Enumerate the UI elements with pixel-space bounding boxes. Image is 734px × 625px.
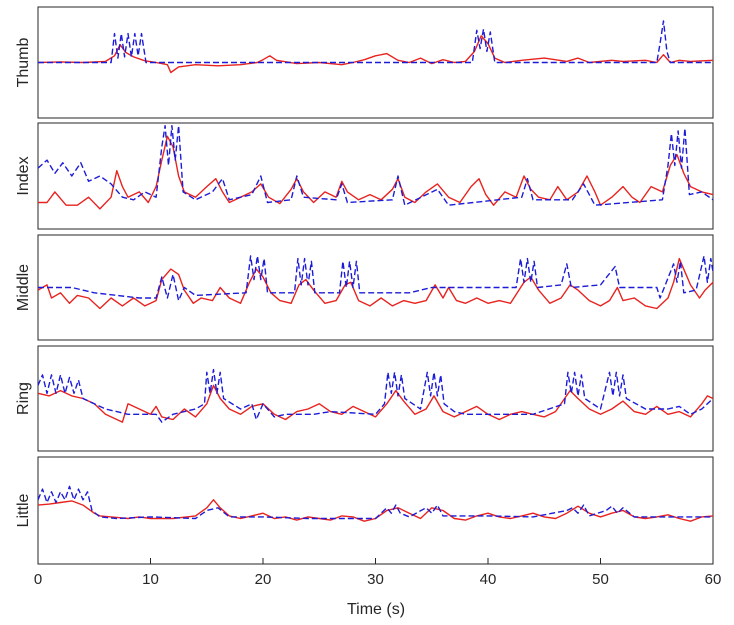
- panel-frame: [37, 456, 714, 565]
- panel-little: Little: [15, 456, 714, 565]
- panel-label-thumb: Thumb: [15, 38, 32, 88]
- x-axis-label: Time (s): [347, 601, 405, 618]
- x-axis: 0 10 20 30 40 50 60: [34, 558, 722, 588]
- dashed-series-index: [37, 125, 714, 206]
- solid-series-index: [38, 135, 714, 210]
- panel-label-little: Little: [15, 494, 32, 528]
- solid-series-little: [37, 499, 714, 522]
- x-tick-label: 20: [255, 571, 272, 588]
- x-tick-label: 50: [592, 571, 609, 588]
- solid-series-middle: [37, 257, 714, 310]
- x-tick-label: 60: [705, 571, 722, 588]
- x-tick-label: 30: [367, 571, 384, 588]
- panel-label-index: Index: [15, 156, 32, 195]
- panel-frame: [37, 122, 714, 230]
- x-tick-label: 40: [480, 571, 497, 588]
- x-tick-label: 0: [34, 571, 42, 588]
- panel-label-middle: Middle: [15, 264, 32, 311]
- panel-index: Index: [15, 122, 714, 230]
- panel-thumb: Thumb: [15, 6, 714, 119]
- panel-middle: Middle: [15, 234, 714, 341]
- dashed-series-ring: [37, 368, 714, 423]
- panel-frame: [37, 345, 714, 452]
- dashed-series-little: [37, 485, 713, 520]
- panel-frame: [37, 234, 714, 341]
- x-tick-label: 10: [142, 571, 159, 588]
- panel-label-ring: Ring: [15, 382, 32, 415]
- panel-ring: Ring: [15, 345, 714, 452]
- dashed-series-middle: [38, 255, 714, 302]
- panels-group: Thumb Index Middle Ring Little: [15, 6, 714, 565]
